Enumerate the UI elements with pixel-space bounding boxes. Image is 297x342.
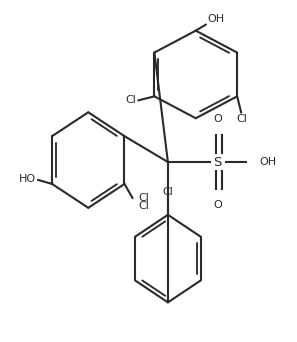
Text: Cl: Cl [138, 193, 149, 203]
Text: Cl: Cl [138, 201, 149, 211]
Text: Cl: Cl [126, 95, 137, 105]
Text: OH: OH [208, 14, 225, 24]
Text: Cl: Cl [162, 187, 173, 197]
Text: S: S [214, 156, 222, 169]
Text: Cl: Cl [237, 114, 248, 124]
Text: HO: HO [19, 174, 36, 184]
Text: O: O [213, 114, 222, 124]
Text: OH: OH [260, 157, 277, 167]
Text: O: O [213, 200, 222, 210]
